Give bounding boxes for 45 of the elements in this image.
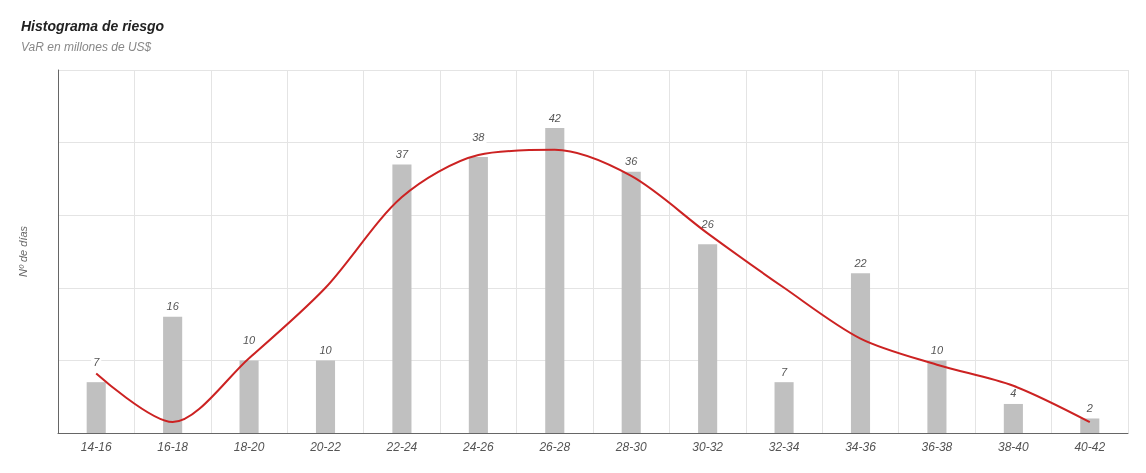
data-label: 4: [1010, 387, 1017, 400]
x-tick-label: 22-24: [385, 440, 418, 454]
x-tick-label: 28-30: [614, 440, 647, 454]
data-label: 42: [548, 111, 561, 124]
data-label: 38: [472, 130, 486, 143]
bar: [163, 316, 183, 433]
bar: [621, 171, 641, 433]
chart-title: Histograma de riesgo: [21, 18, 165, 34]
data-label: 10: [242, 333, 257, 346]
data-label: 10: [930, 343, 944, 356]
data-label: 7: [781, 365, 789, 378]
x-tick-label: 40-42: [1074, 440, 1106, 454]
bar: [850, 273, 871, 433]
chart-subtitle: VaR en millones de US$: [21, 40, 152, 54]
data-label: 2: [1085, 401, 1093, 414]
data-label: 26: [700, 217, 715, 230]
x-tick-label: 38-40: [998, 440, 1030, 454]
x-tick-label: 16-18: [157, 440, 189, 454]
x-tick-label: 26-28: [538, 440, 571, 454]
bar: [86, 382, 106, 433]
bar: [1003, 403, 1023, 433]
bar: [468, 157, 488, 433]
data-label: 36: [625, 155, 639, 168]
bar: [392, 164, 412, 433]
bar: [1080, 418, 1100, 433]
x-tick-label: 24-26: [462, 440, 495, 454]
data-label: 7: [93, 355, 101, 368]
data-label: 10: [319, 343, 333, 356]
x-tick-label: 36-38: [921, 440, 953, 454]
x-tick-label: 32-34: [768, 440, 800, 454]
bar: [927, 360, 947, 433]
data-label: 16: [166, 300, 180, 313]
bar: [239, 360, 259, 433]
bar: [315, 360, 336, 433]
x-tick-label: 18-20: [233, 440, 265, 454]
bar: [698, 244, 718, 433]
data-label: 37: [395, 147, 409, 160]
x-tick-label: 34-36: [845, 440, 877, 454]
data-label: 22: [853, 256, 867, 269]
x-tick-label: 14-16: [80, 440, 112, 454]
x-tick-label: 20-22: [309, 440, 342, 454]
bar: [545, 128, 565, 433]
x-tick-label: 30-32: [692, 440, 724, 454]
bar: [774, 382, 794, 433]
y-axis-title: Nº de días: [16, 225, 29, 278]
